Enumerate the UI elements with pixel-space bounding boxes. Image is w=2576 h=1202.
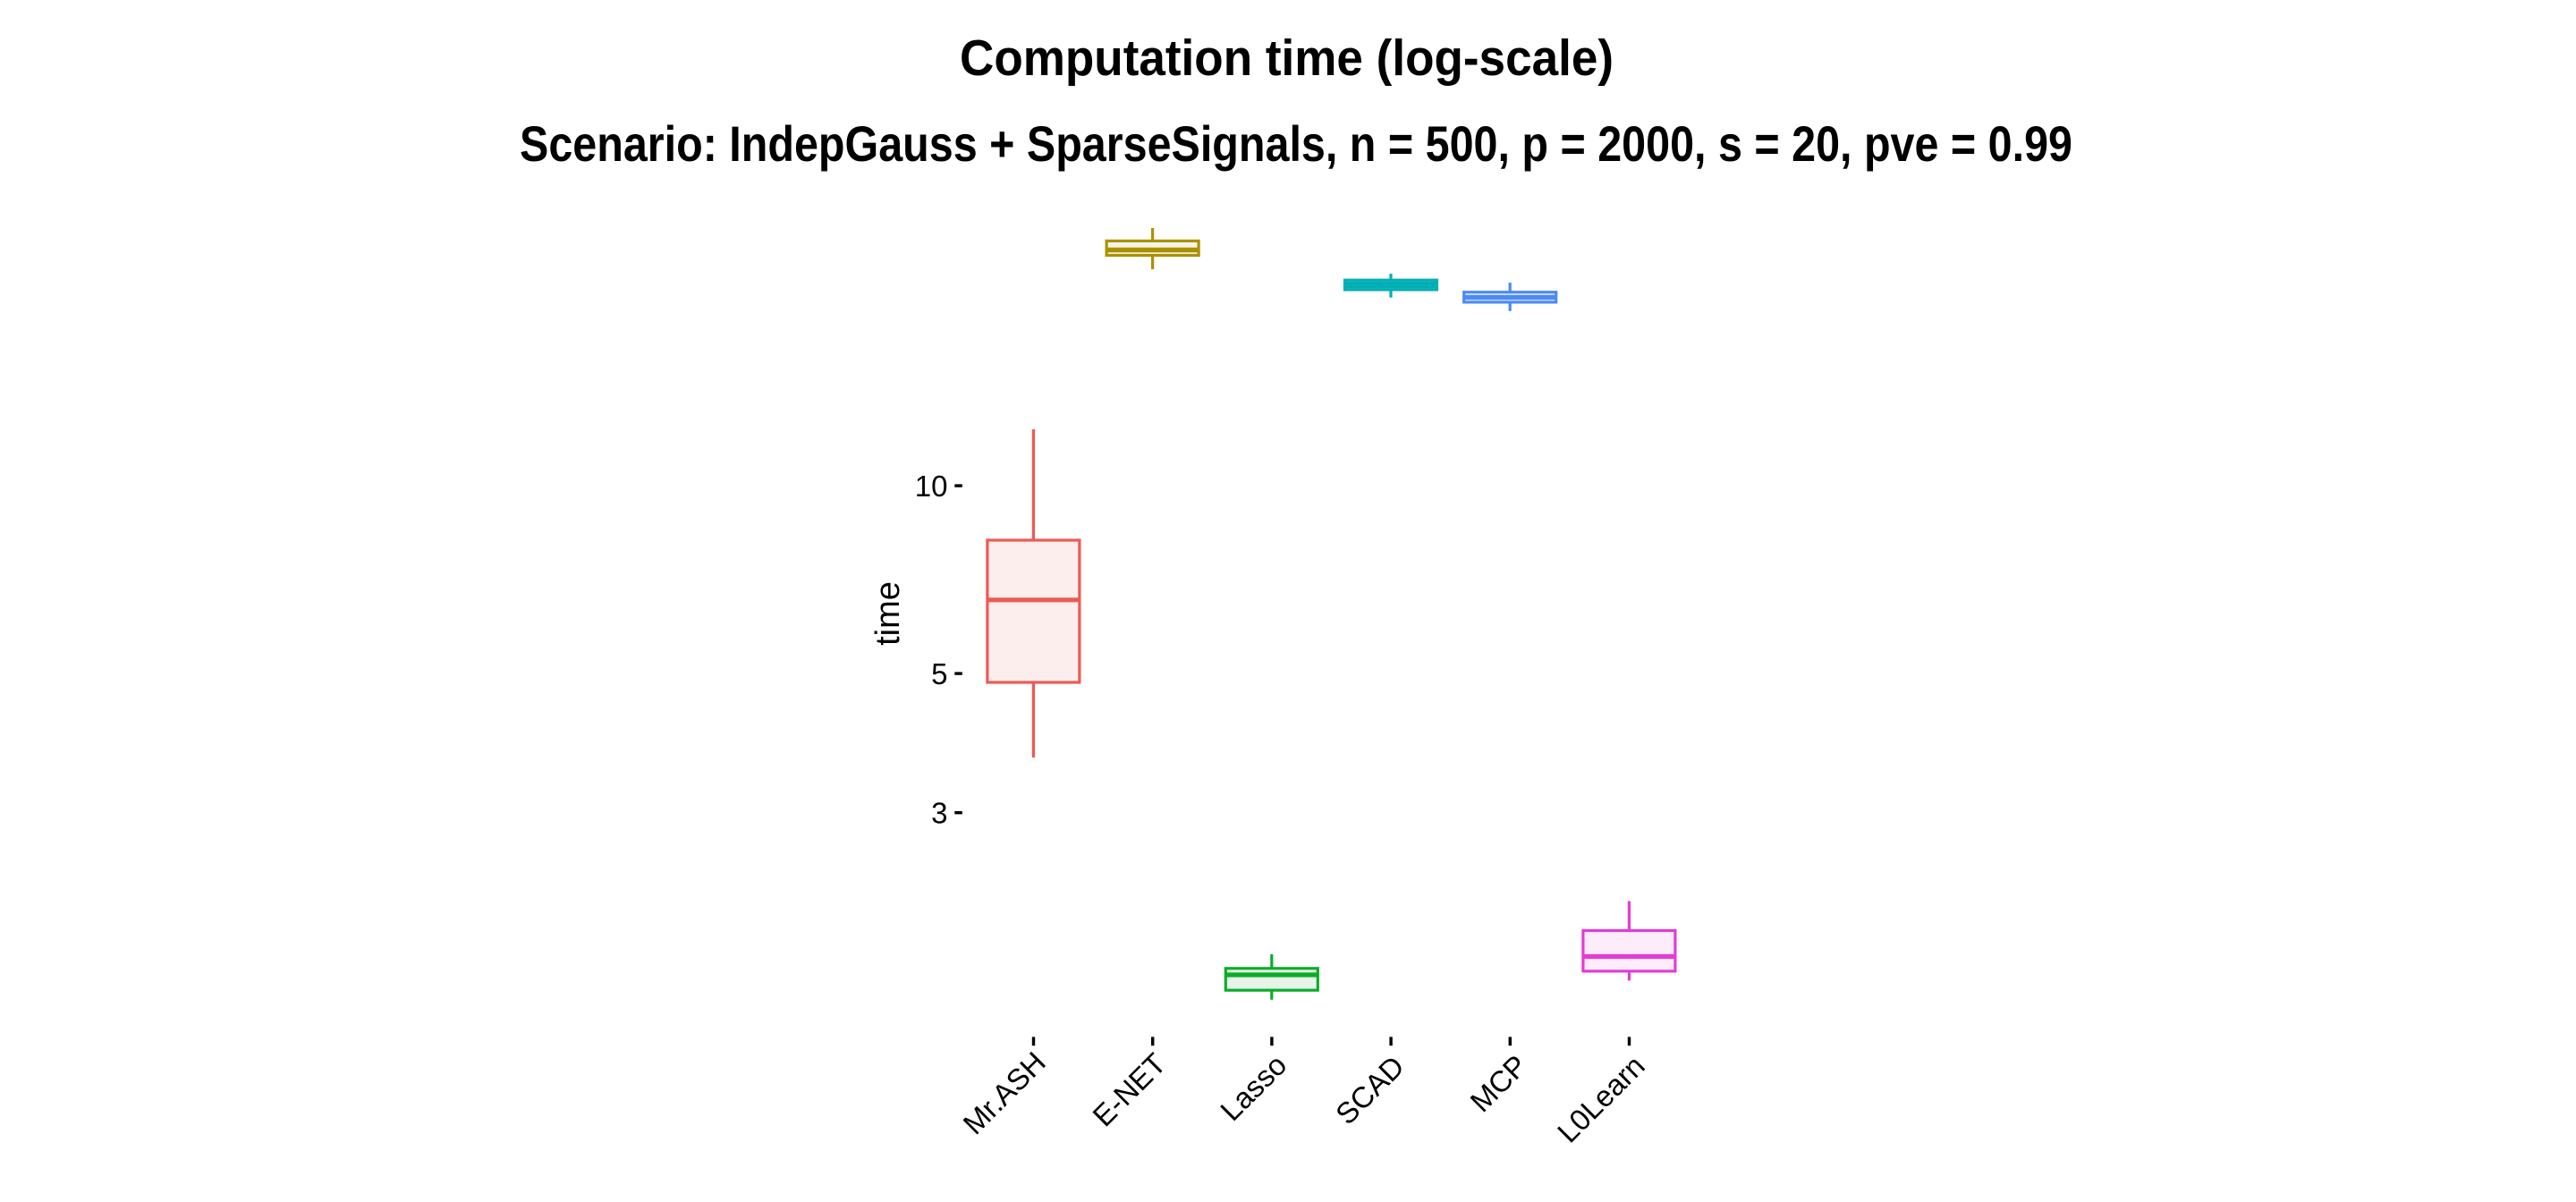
svg-text:time: time <box>869 581 907 646</box>
svg-text:3: 3 <box>931 797 947 830</box>
svg-text:Scenario: IndepGauss + SparseS: Scenario: IndepGauss + SparseSignals, n … <box>520 115 2072 172</box>
svg-text:10: 10 <box>915 470 948 503</box>
svg-text:5: 5 <box>931 657 947 690</box>
svg-text:Computation time (log-scale): Computation time (log-scale) <box>960 30 1614 87</box>
